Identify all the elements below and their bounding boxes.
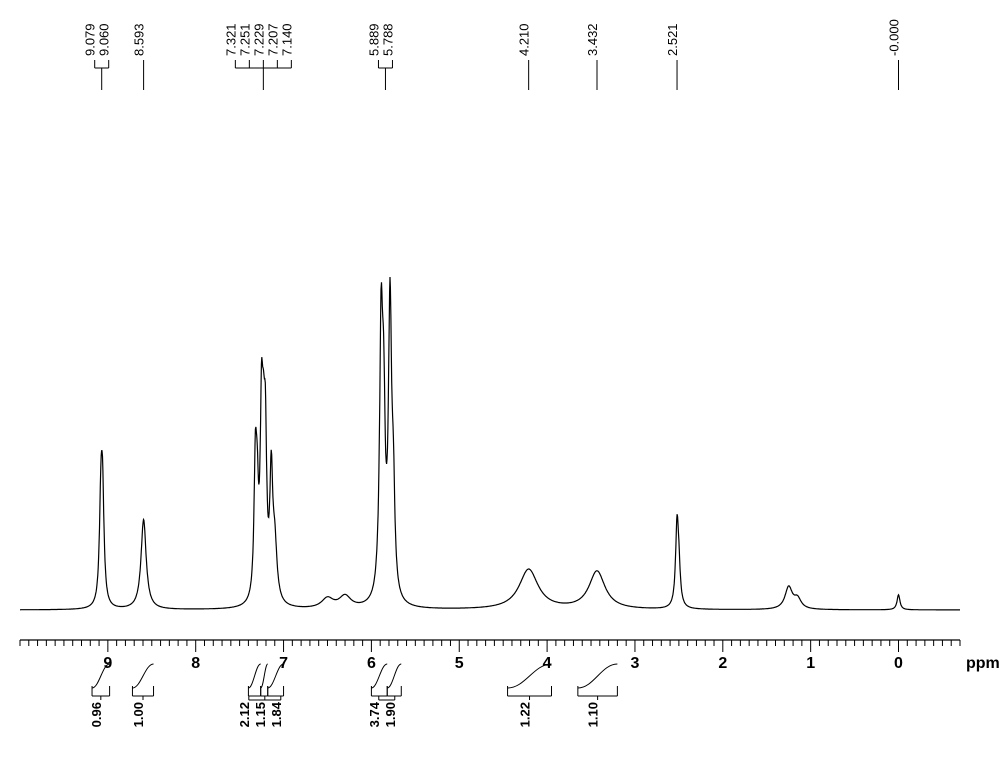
axis-tick-label: 7 bbox=[279, 655, 288, 672]
peak-label: 7.140 bbox=[279, 23, 294, 56]
peak-label: 4.210 bbox=[517, 23, 532, 56]
peak-label: 7.251 bbox=[237, 23, 252, 56]
peak-label: 9.079 bbox=[83, 23, 98, 56]
peak-label: 2.521 bbox=[665, 23, 680, 56]
peak-label: -0.000 bbox=[887, 19, 902, 56]
peak-label: 9.060 bbox=[97, 23, 112, 56]
peak-label: 3.432 bbox=[585, 23, 600, 56]
spectrum-trace bbox=[20, 277, 960, 610]
axis-tick-label: 2 bbox=[718, 655, 727, 672]
axis-tick-label: 8 bbox=[191, 655, 200, 672]
axis-tick-label: 3 bbox=[631, 655, 640, 672]
integral-label: 1.84 bbox=[269, 701, 284, 727]
integral-curve bbox=[578, 664, 618, 688]
peak-label: 5.788 bbox=[380, 23, 395, 56]
integral-label: 3.74 bbox=[367, 701, 382, 727]
axis-tick-label: 1 bbox=[806, 655, 815, 672]
peak-label: 7.229 bbox=[251, 23, 266, 56]
integral-curve bbox=[132, 664, 153, 688]
peak-label: 7.321 bbox=[223, 23, 238, 56]
integral-label: 1.22 bbox=[518, 702, 533, 727]
peak-label: 7.207 bbox=[265, 23, 280, 56]
axis-tick-label: 4 bbox=[543, 655, 552, 672]
peak-label: 5.889 bbox=[366, 23, 381, 56]
axis-tick-label: 5 bbox=[455, 655, 464, 672]
integral-curve bbox=[248, 664, 260, 688]
axis-tick-label: 0 bbox=[894, 655, 903, 672]
axis-tick-label: 9 bbox=[103, 655, 112, 672]
integral-label: 1.10 bbox=[586, 702, 601, 727]
integral-label: 1.90 bbox=[383, 702, 398, 727]
nmr-spectrum: 0123456789ppm9.0799.0608.5937.3217.2517.… bbox=[0, 0, 1000, 757]
integral-label: 1.15 bbox=[253, 702, 268, 727]
integral-label: 0.96 bbox=[89, 702, 104, 727]
axis-tick-label: 6 bbox=[367, 655, 376, 672]
integral-label: 1.00 bbox=[131, 702, 146, 727]
integral-curve bbox=[261, 664, 268, 688]
integral-curve bbox=[387, 664, 401, 688]
peak-label: 8.593 bbox=[132, 23, 147, 56]
axis-unit-label: ppm bbox=[966, 655, 1000, 672]
integral-label: 2.12 bbox=[237, 702, 252, 727]
